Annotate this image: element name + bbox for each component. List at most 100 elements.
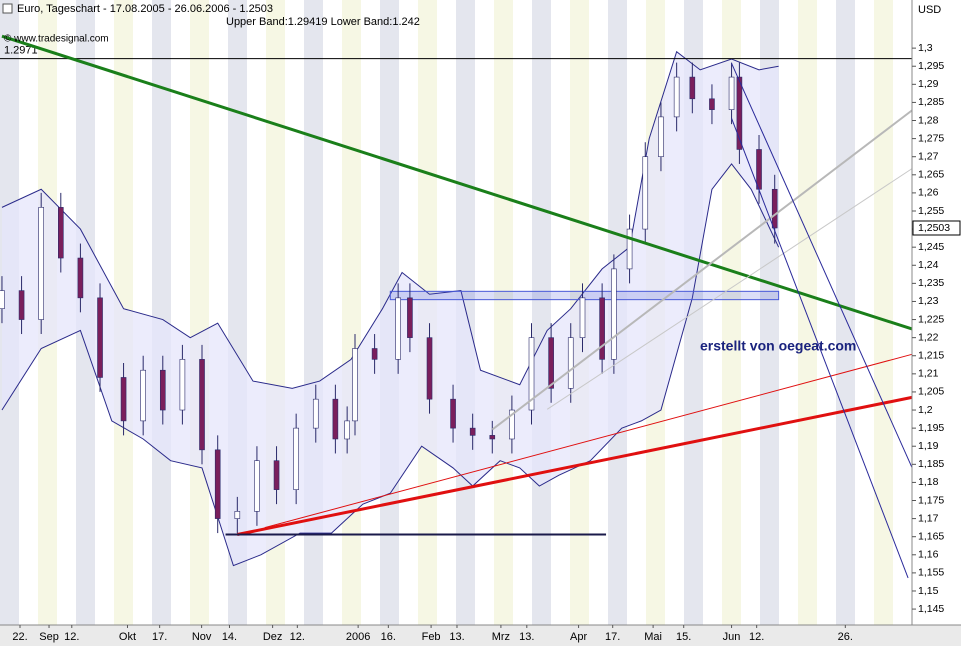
menu-icon[interactable] [2, 3, 13, 14]
y-tick-label: 1,23 [918, 295, 939, 307]
trend-line [731, 63, 913, 468]
last-price-label: 1,2503 [918, 222, 950, 234]
candle-body [611, 268, 617, 360]
candle-body [658, 116, 664, 158]
y-tick-label: 1,195 [918, 422, 944, 434]
candle-body [179, 359, 186, 411]
candle-body [77, 257, 84, 299]
y-axis-label: USD [918, 4, 941, 16]
x-tick-label: 12. [64, 631, 79, 643]
stripe [874, 0, 893, 625]
y-tick-label: 1,285 [918, 96, 944, 108]
y-tick-label: 1,255 [918, 205, 944, 217]
band-line [1, 50, 779, 389]
trend-line [1, 34, 913, 331]
candle-body [214, 449, 221, 519]
stripe [152, 0, 171, 625]
y-tick-label: 1,26 [918, 187, 939, 199]
y-tick-label: 1,175 [918, 494, 944, 506]
x-tick-label: 12. [290, 631, 305, 643]
stripe [532, 0, 551, 625]
band-info: Upper Band:1.29419 Lower Band:1.242 [226, 16, 420, 28]
trend-line [237, 395, 913, 536]
y-tick-label: 1,185 [918, 458, 944, 470]
x-tick-label: Nov [192, 631, 212, 643]
y-tick-label: 1,2 [918, 404, 933, 416]
x-tick-label: 2006 [346, 631, 370, 643]
reference-label: 1.2971 [4, 45, 38, 57]
x-tick-label: Dez [263, 631, 283, 643]
stripe [190, 0, 209, 625]
x-tick-label: 17. [605, 631, 620, 643]
y-tick-label: 1,29 [918, 78, 939, 90]
candle-body [736, 76, 743, 150]
candle-body [199, 359, 205, 451]
trend-line [731, 118, 909, 579]
candle-body [728, 76, 735, 110]
candle-body [57, 207, 64, 259]
band-line [1, 163, 780, 567]
candle-body [528, 337, 535, 411]
candle-body [38, 207, 44, 320]
candle-body [293, 427, 299, 490]
x-tick-label: 16. [381, 631, 396, 643]
candle-body [579, 297, 586, 338]
candle-body [254, 460, 260, 512]
x-tick-label: 12. [749, 631, 764, 643]
x-tick-label: 14. [222, 631, 237, 643]
candle-body [273, 460, 280, 490]
y-axis-band [912, 0, 961, 625]
candle-body [709, 98, 715, 110]
axes: 1,145 1,15 1,155 1,16 1,165 1,17 1,175 1,18 1,18… [12, 42, 961, 643]
x-tick-label: 13. [449, 631, 464, 643]
candle-body [234, 511, 241, 519]
candle-body [626, 228, 633, 270]
candle-body [548, 337, 554, 389]
stripe [513, 0, 532, 625]
trend-line [264, 353, 913, 529]
candle-body [344, 420, 350, 440]
stripe [817, 0, 836, 625]
watermark: erstellt von oegeat.com [700, 338, 856, 354]
candle-body [18, 290, 25, 320]
y-tick-label: 1,275 [918, 132, 944, 144]
y-tick-label: 1,27 [918, 150, 939, 162]
candle-body [509, 409, 515, 440]
source: © www.tradesignal.com [4, 34, 109, 45]
y-tick-label: 1,19 [918, 440, 939, 452]
y-tick-label: 1,28 [918, 114, 939, 126]
candle-body [159, 369, 166, 411]
stripe [779, 0, 798, 625]
stripe [798, 0, 817, 625]
candle-body [97, 297, 103, 378]
candle-body [567, 337, 574, 389]
candle-body [426, 337, 433, 400]
candle-body [673, 76, 680, 118]
y-tick-label: 1,16 [918, 549, 939, 561]
y-tick-label: 1,24 [918, 259, 939, 271]
y-tick-label: 1,22 [918, 331, 939, 343]
x-tick-label: 15. [676, 631, 691, 643]
stripe [342, 0, 361, 625]
trend-line [546, 168, 913, 410]
y-tick-label: 1,165 [918, 530, 944, 542]
candle-body [371, 348, 378, 360]
x-tick-label: Okt [119, 631, 136, 643]
candle-body [599, 297, 605, 360]
candle-body [689, 76, 696, 100]
x-tick-label: 17. [152, 631, 167, 643]
y-tick-label: 1,265 [918, 169, 944, 181]
y-tick-label: 1,21 [918, 368, 939, 380]
x-tick-label: Apr [570, 631, 587, 643]
x-axis-band [0, 625, 961, 646]
y-tick-label: 1,18 [918, 476, 939, 488]
stripe [171, 0, 190, 625]
trend-line [491, 109, 913, 431]
last-price-box [912, 220, 961, 236]
x-tick-label: Feb [422, 631, 441, 643]
stripe [893, 0, 912, 625]
candle-body [140, 369, 146, 422]
candle-body [450, 398, 456, 429]
candle-body [642, 156, 649, 230]
candle-body [120, 377, 127, 422]
